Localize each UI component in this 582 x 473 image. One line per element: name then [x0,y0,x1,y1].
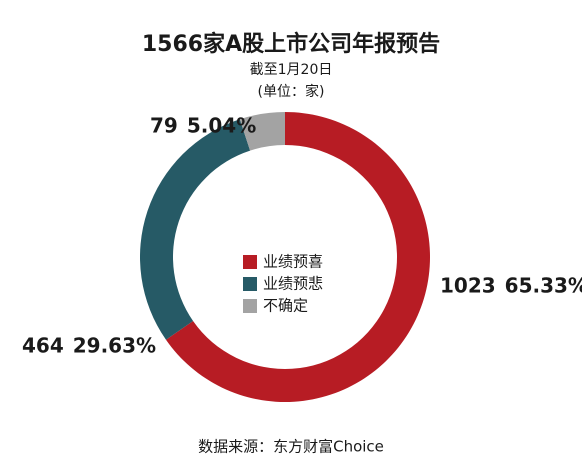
donut-segment [239,112,285,151]
source-note: 数据来源：东方财富Choice [198,438,384,456]
legend-swatch [243,299,257,313]
value-label: 1023 [440,274,496,298]
legend-label: 业绩预喜 [263,253,323,271]
percent-label: 29.63% [73,334,156,358]
unit-label: (单位：家) [258,83,325,100]
legend-label: 不确定 [263,297,308,315]
legend-swatch [243,277,257,291]
percent-label: 65.33% [505,274,582,298]
chart-title: 1566家A股上市公司年报预告 [142,31,440,57]
chart-subtitle: 截至1月20日 [250,62,333,78]
donut-segment [140,119,251,340]
value-label: 79 [150,114,178,138]
legend-label: 业绩预悲 [263,275,323,293]
value-label: 464 [22,334,64,358]
percent-label: 5.04% [187,114,256,138]
legend-swatch [243,255,257,269]
